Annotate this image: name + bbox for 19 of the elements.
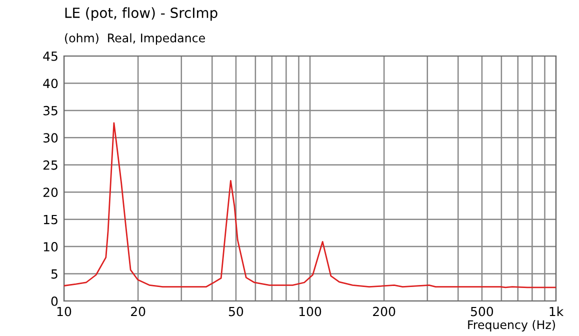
x-tick-label: 200 bbox=[373, 306, 396, 316]
x-tick-label: 20 bbox=[131, 306, 146, 316]
y-tick-label: 20 bbox=[43, 188, 58, 198]
y-tick-label: 45 bbox=[43, 52, 58, 61]
x-axis-title: Frequency (Hz) bbox=[468, 320, 555, 332]
y-tick-label: 40 bbox=[43, 78, 58, 88]
chart-title: LE (pot, flow) - SrcImp bbox=[65, 7, 218, 21]
y-tick-label: 30 bbox=[43, 133, 58, 143]
x-tick-label: 100 bbox=[299, 306, 322, 316]
x-tick-label: 50 bbox=[228, 306, 244, 316]
y-tick-label: 0 bbox=[51, 296, 58, 306]
y-tick-label: 25 bbox=[43, 160, 58, 170]
y-tick-label: 5 bbox=[51, 269, 58, 279]
y-tick-label: 35 bbox=[43, 106, 58, 116]
chart-subtitle: (ohm) Real, Impedance bbox=[65, 33, 205, 45]
x-tick-label: 1k bbox=[550, 306, 564, 316]
x-tick-label: 500 bbox=[470, 306, 494, 316]
y-tick-label: 10 bbox=[44, 242, 58, 252]
y-tick-label: 15 bbox=[44, 214, 58, 224]
